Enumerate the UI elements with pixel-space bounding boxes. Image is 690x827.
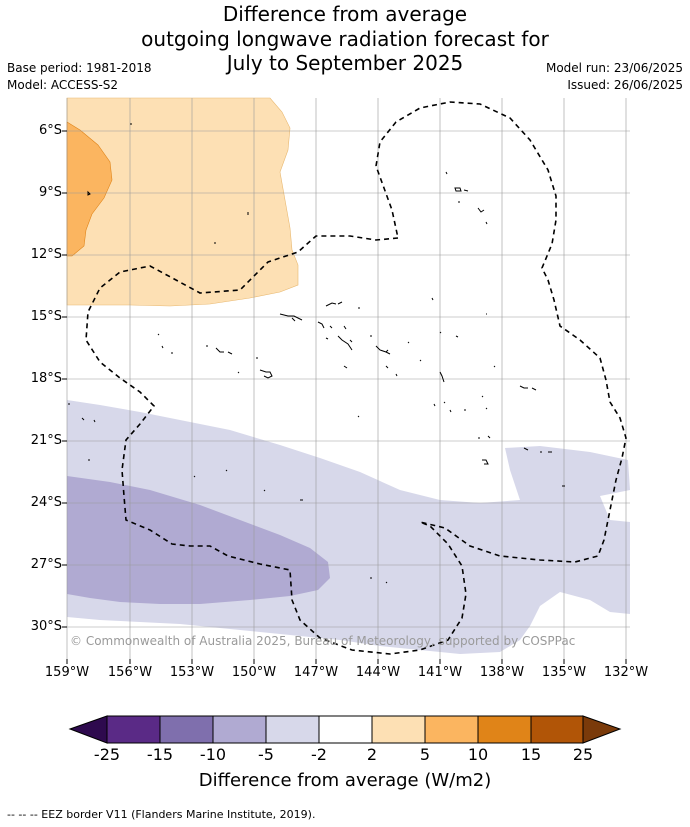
lon-label-132w: 132°W	[603, 665, 649, 680]
colorbar-bin-3	[212, 715, 267, 744]
eez-border	[85, 101, 627, 655]
colorbar-bin-8	[477, 715, 532, 744]
islands	[68, 123, 565, 584]
colorbar-tick-10: 10	[467, 745, 489, 764]
colorbar-bin-1	[106, 715, 161, 744]
anomaly-region-light-orange	[66, 97, 299, 307]
lat-label-9s: 9°S	[38, 185, 62, 200]
colorbar-title: Difference from average (W/m2)	[198, 770, 492, 791]
lon-label-144w: 144°W	[355, 665, 401, 680]
colorbar-bin-2	[159, 715, 214, 744]
lat-label-12s: 12°S	[30, 247, 62, 262]
colorbar-tick-m5: -5	[258, 745, 274, 764]
lon-label-159w: 159°W	[44, 665, 90, 680]
anomaly-region-lavender	[67, 476, 330, 604]
colorbar-tick-5: 5	[419, 745, 431, 764]
title-line-2: outgoing longwave radiation forecast for	[141, 26, 549, 51]
meta-right: Model run: 23/06/2025 Issued: 26/06/2025	[546, 60, 683, 94]
colorbar-tick-2: 2	[366, 745, 378, 764]
colorbar-tick-m15: -15	[146, 745, 174, 764]
colorbar-tick-25: 25	[572, 745, 594, 764]
colorbar-bin-9	[530, 715, 584, 744]
anomaly-gap-white	[600, 490, 630, 522]
lon-label-138w: 138°W	[479, 665, 525, 680]
anomaly-region-orange	[66, 121, 113, 257]
lon-label-147w: 147°W	[293, 665, 339, 680]
lon-label-135w: 135°W	[541, 665, 587, 680]
meta-left: Base period: 1981-2018 Model: ACCESS-S2	[7, 60, 152, 94]
base-period: Base period: 1981-2018	[7, 61, 152, 75]
model-run: Model run: 23/06/2025	[545, 61, 683, 75]
issued-date: Issued: 26/06/2025	[567, 78, 683, 92]
colorbar-tick-m10: -10	[199, 745, 227, 764]
colorbar-bin-7	[424, 715, 479, 744]
colorbar-tick-m2: -2	[311, 745, 327, 764]
gridlines	[66, 98, 630, 659]
colorbar-over-arrow	[582, 715, 622, 744]
lon-label-156w: 156°W	[107, 665, 153, 680]
colorbar-bin-5	[318, 715, 373, 744]
axis-ticks	[62, 130, 627, 664]
lat-label-30s: 30°S	[30, 619, 62, 634]
lat-label-18s: 18°S	[30, 371, 62, 386]
title-line-1: Difference from average	[222, 2, 468, 26]
lon-label-141w: 141°W	[417, 665, 463, 680]
lat-label-27s: 27°S	[30, 557, 62, 572]
colorbar-under-arrow	[68, 715, 108, 744]
lat-label-6s: 6°S	[38, 123, 62, 138]
lat-label-21s: 21°S	[30, 433, 62, 448]
map-title: Difference from average outgoing longwav…	[0, 2, 690, 76]
colorbar-bin-4	[265, 715, 320, 744]
lon-label-150w: 150°W	[231, 665, 277, 680]
copyright-notice: © Commonwealth of Australia 2025, Bureau…	[70, 634, 576, 648]
model-name: Model: ACCESS-S2	[7, 78, 119, 92]
eez-legend-note: -- -- -- EEZ border V11 (Flanders Marine…	[7, 808, 316, 821]
colorbar-tick-15: 15	[520, 745, 542, 764]
title-line-3: July to September 2025	[226, 51, 464, 75]
lat-label-15s: 15°S	[30, 309, 62, 324]
colorbar-bin-6	[371, 715, 426, 744]
colorbar	[68, 715, 622, 744]
lon-label-153w: 153°W	[169, 665, 215, 680]
lat-label-24s: 24°S	[30, 495, 62, 510]
colorbar-tick-m25: -25	[93, 745, 121, 764]
